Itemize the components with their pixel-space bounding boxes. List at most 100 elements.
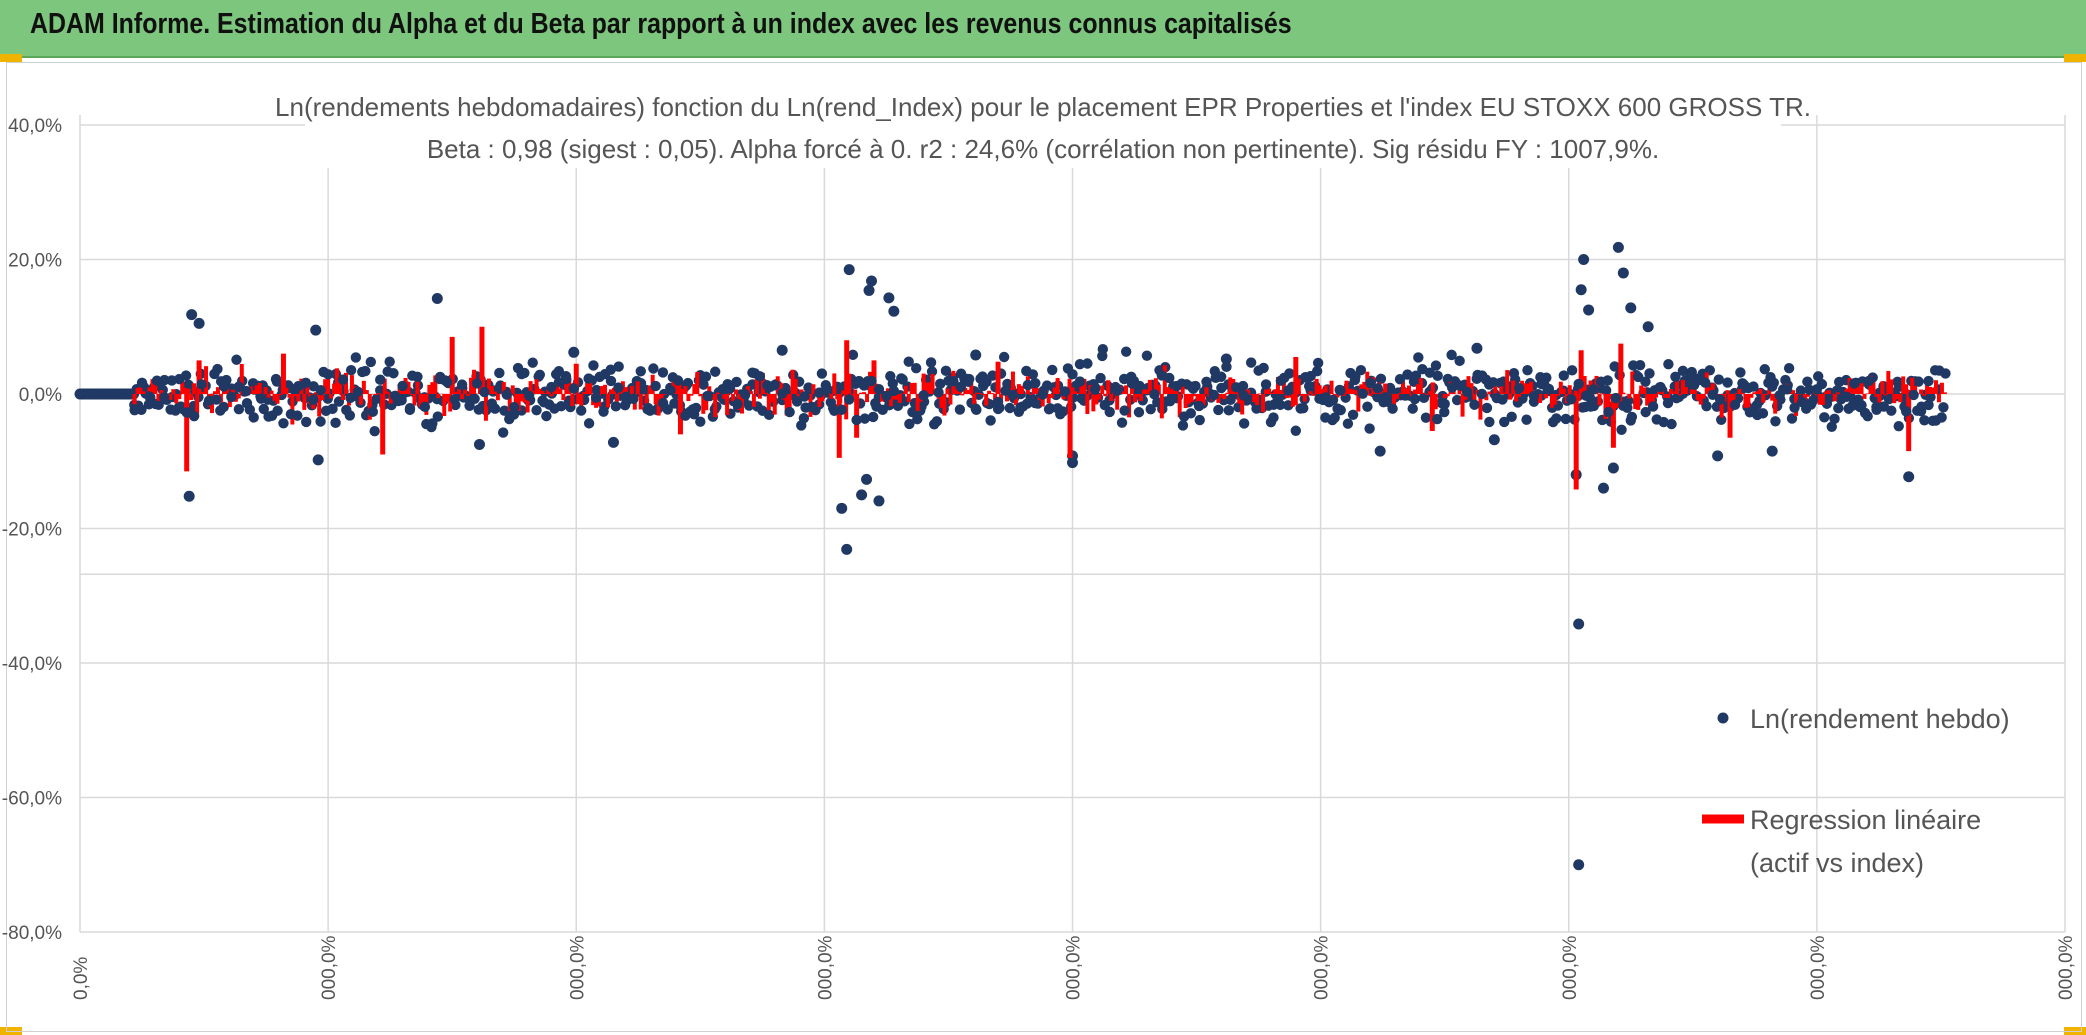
- data-point: [628, 393, 639, 405]
- data-point: [1275, 399, 1286, 411]
- data-point: [285, 408, 297, 420]
- data-point: [456, 379, 468, 390]
- data-point-outlier: [888, 305, 900, 317]
- data-point: [613, 361, 624, 372]
- data-point: [888, 385, 900, 397]
- data-point: [605, 375, 617, 387]
- data-point: [1178, 411, 1190, 422]
- data-point: [1644, 368, 1655, 379]
- data-point: [389, 390, 401, 402]
- data-point-outlier: [1642, 321, 1654, 333]
- data-point: [763, 409, 775, 421]
- data-point: [1074, 376, 1086, 387]
- data-point: [1420, 412, 1432, 423]
- data-point: [330, 417, 341, 429]
- data-point: [1748, 381, 1759, 392]
- data-point: [1052, 403, 1063, 414]
- data-point: [1915, 405, 1927, 417]
- data-point-outlier: [607, 436, 619, 448]
- data-point: [538, 397, 550, 408]
- data-point-outlier: [1374, 445, 1386, 457]
- data-point-outlier: [856, 489, 868, 501]
- data-point: [212, 363, 223, 375]
- legend-regression-label-2: (actif vs index): [1750, 848, 1924, 878]
- data-point: [588, 360, 599, 371]
- data-point: [1410, 370, 1422, 381]
- y-tick-label: -40,0%: [2, 654, 62, 675]
- data-point: [1327, 394, 1339, 406]
- y-tick-label: 0,0%: [19, 385, 62, 406]
- data-point: [1007, 389, 1019, 401]
- data-point: [1432, 413, 1443, 425]
- data-point-outlier: [883, 292, 895, 304]
- data-point: [847, 349, 859, 361]
- data-point: [926, 366, 938, 377]
- data-point: [369, 426, 380, 437]
- data-point: [218, 401, 229, 413]
- data-point: [903, 356, 914, 367]
- data-point: [1833, 402, 1844, 414]
- data-point: [724, 383, 736, 394]
- data-point: [1925, 391, 1936, 403]
- legend-regression-label-1: Regression linéaire: [1750, 805, 1981, 835]
- data-point: [497, 427, 509, 438]
- data-point: [211, 394, 222, 405]
- data-point: [1774, 390, 1785, 401]
- data-point-outlier: [186, 309, 198, 321]
- data-point: [776, 388, 788, 399]
- data-point: [1735, 367, 1746, 378]
- data-point: [1580, 390, 1592, 401]
- regression-line: [129, 326, 1949, 490]
- data-point: [590, 392, 602, 404]
- data-point: [1044, 403, 1056, 414]
- data-point: [798, 412, 810, 424]
- data-point: [866, 375, 877, 387]
- data-point: [1364, 423, 1375, 434]
- data-point-outlier: [1766, 445, 1778, 457]
- data-point: [226, 391, 237, 403]
- data-point: [754, 371, 766, 382]
- chart-title: Ln(rendements hebdomadaires) fonction du…: [275, 92, 1811, 122]
- data-point: [1893, 420, 1904, 432]
- x-tick-label: 000,0%: [1808, 935, 1829, 1000]
- data-point: [516, 368, 527, 380]
- data-point: [1551, 413, 1562, 424]
- data-point: [1588, 384, 1599, 395]
- data-point: [1413, 352, 1424, 363]
- data-point: [1030, 377, 1041, 389]
- data-point: [799, 391, 810, 402]
- data-point: [1221, 361, 1232, 373]
- data-point: [977, 380, 989, 392]
- data-point: [1752, 409, 1763, 421]
- data-point: [605, 364, 616, 375]
- data-point: [743, 400, 755, 411]
- data-point: [541, 410, 552, 422]
- data-point: [1253, 365, 1264, 376]
- data-point: [1886, 405, 1897, 416]
- data-point: [1484, 416, 1495, 428]
- data-point: [327, 403, 338, 415]
- y-axis-ticks: 40,0% 20,0% 0,0% -20,0% -40,0% -60,0% -80,0%: [2, 116, 62, 944]
- data-point: [1543, 383, 1555, 395]
- data-point: [231, 354, 242, 365]
- x-tick-label: 000,0%: [319, 935, 340, 1000]
- data-point: [576, 405, 587, 416]
- data-point: [508, 409, 520, 420]
- data-point: [1640, 406, 1651, 418]
- data-point: [1802, 376, 1813, 387]
- data-point: [360, 365, 371, 377]
- data-point: [412, 371, 423, 382]
- data-point: [1616, 424, 1627, 435]
- data-point: [1701, 400, 1712, 412]
- x-tick-label: 0,0%: [71, 957, 92, 1000]
- data-point: [345, 392, 356, 404]
- data-point-outlier: [1597, 482, 1609, 494]
- data-point: [404, 402, 416, 414]
- data-point-outlier: [841, 543, 853, 555]
- data-point: [1930, 415, 1942, 426]
- y-tick-label: -60,0%: [2, 789, 62, 810]
- data-point: [1919, 415, 1930, 426]
- data-point: [1095, 372, 1106, 384]
- data-point: [1923, 399, 1934, 411]
- data-point: [1647, 401, 1659, 412]
